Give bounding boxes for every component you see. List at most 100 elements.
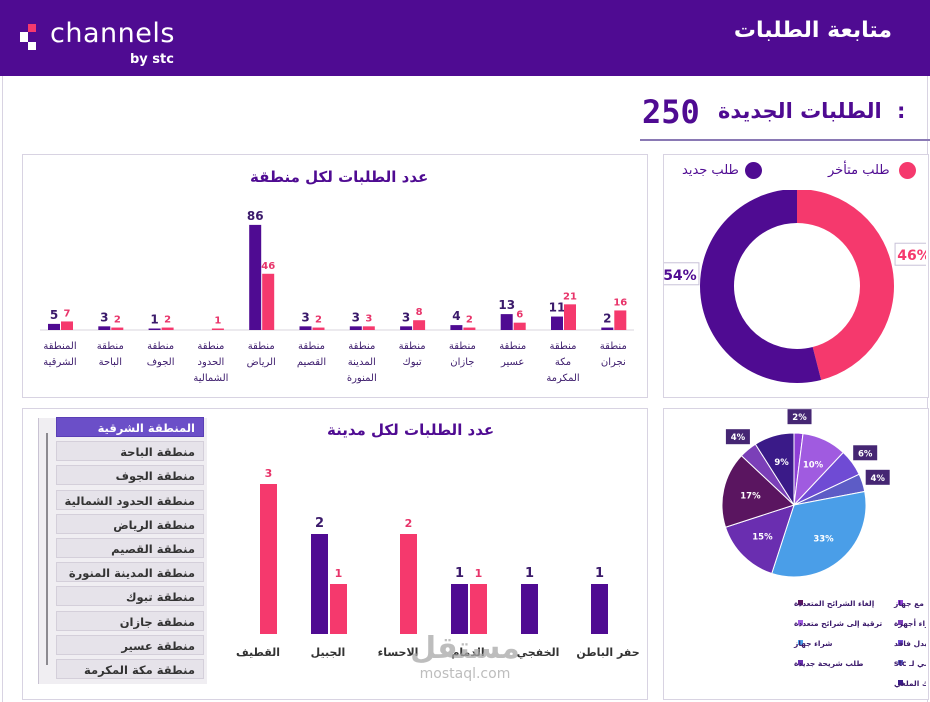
region-tick-label: عسير — [500, 357, 524, 368]
city-chart-title: عدد الطلبات لكل مدينة — [327, 421, 495, 439]
bar-value-label: 2 — [114, 315, 121, 326]
donut-percent-label: 46% — [897, 248, 926, 264]
pie-legend-label: نقل رقمي لـ stc — [894, 659, 926, 668]
page-title: متابعة الطلبات — [733, 18, 892, 43]
bar-value-label: 7 — [64, 308, 71, 319]
donut-slice-late — [796, 190, 894, 380]
donut-label-box — [894, 242, 926, 266]
region-tick-label: الباحة — [99, 357, 122, 368]
pie-label-box — [787, 409, 812, 425]
slicer-item[interactable]: منطقة مكة المكرمة — [56, 659, 204, 679]
bar-value-label: 3 — [365, 313, 372, 324]
slicer-scrollbar[interactable] — [46, 433, 48, 665]
region-tick-label: منطقة — [147, 341, 174, 352]
pie-legend-swatch — [898, 680, 903, 685]
pie-legend-label: شراء أجهزة — [894, 618, 926, 628]
pie-legend-swatch — [898, 660, 903, 665]
city-bar-value-label: 1 — [475, 567, 483, 580]
pie-slice — [721, 455, 795, 528]
pie-legend-swatch — [898, 640, 903, 645]
bar-late — [61, 321, 73, 330]
slicer-item[interactable]: منطقة جازان — [56, 610, 204, 631]
bar-value-label: 2 — [315, 315, 322, 326]
bar-value-label: 3 — [352, 310, 360, 324]
pie-percent-label: 33% — [813, 534, 834, 544]
slicer-item[interactable]: منطقة الحدود الشمالية — [56, 489, 204, 510]
region-tick-label: منطقة — [348, 341, 375, 352]
region-tick-label: منطقة — [248, 341, 275, 352]
region-tick-label: جازان — [450, 357, 474, 368]
bar-late — [614, 310, 627, 330]
city-tick-label: الاحساء — [378, 646, 419, 659]
slicer-item[interactable]: منطقة الرياض — [56, 513, 204, 534]
slicer-item[interactable]: منطقة تبوك — [56, 586, 204, 607]
region-tick-label: الرياض — [247, 357, 276, 368]
new-legend-label: طلب جديد — [682, 163, 739, 178]
pie-percent-label: 4% — [731, 433, 746, 443]
bar-value-label: 6 — [516, 310, 523, 321]
region-tick-label: منطقة — [399, 341, 426, 352]
bar-value-label: 3 — [301, 310, 309, 324]
region-chart-panel — [22, 154, 648, 398]
bar-new — [500, 314, 513, 330]
city-bar-new — [591, 584, 608, 634]
slicer-item[interactable]: المنطقة الشرقية — [56, 417, 204, 437]
bar-late — [463, 327, 476, 330]
pie-label-box — [865, 469, 890, 485]
slicer-item[interactable]: منطقة القصيم — [56, 538, 204, 558]
donut-label-box — [664, 262, 700, 286]
bar-new — [349, 326, 362, 330]
pie-legend-label: اعادة اصدار لرقمك الملغي — [894, 679, 926, 688]
city-bar-late — [260, 484, 277, 634]
city-tick-label: القطيف — [236, 646, 280, 659]
bar-value-label: 86 — [247, 209, 264, 223]
pie-legend-label: طلب شريحة بدل فاقد — [894, 639, 926, 648]
new-requests-label: الطلبات الجديدة — [718, 99, 882, 123]
pie-percent-label: 17% — [740, 491, 761, 501]
frame-left — [2, 76, 3, 702]
slicer-item[interactable]: منطقة عسير — [56, 634, 204, 655]
bar-value-label: 1 — [214, 316, 221, 327]
new-legend-dot — [745, 162, 762, 179]
pie-percent-label: 15% — [752, 533, 773, 543]
bar-new — [400, 326, 413, 330]
bar-value-label: 21 — [563, 291, 577, 302]
city-bar-value-label: 1 — [455, 566, 464, 581]
city-bar-late — [470, 584, 487, 634]
request-type-pie-chart: 2% 10% 6% 4% 33% 15% 17% 4% 9% باقة شريحة بيانات … — [721, 409, 926, 688]
city-bar-value-label: 1 — [335, 567, 343, 580]
pie-label-box — [725, 429, 750, 445]
city-bar-new — [311, 534, 328, 634]
bar-new — [98, 326, 111, 330]
slicer-item[interactable]: منطقة الجوف — [56, 465, 204, 486]
bar-value-label: 1 — [150, 313, 158, 327]
bar-new — [249, 224, 262, 330]
bar-value-label: 46 — [261, 261, 275, 272]
pie-legend-swatch — [798, 600, 803, 605]
city-bar-value-label: 1 — [525, 566, 534, 581]
header-bar: channels by stc متابعة الطلبات — [0, 0, 930, 76]
bar-late — [362, 326, 375, 330]
region-tick-label: منطقة — [197, 341, 224, 352]
region-tick-label: الشمالية — [193, 373, 228, 384]
region-tick-label: القصيم — [297, 357, 326, 368]
watermark-en: mostaql.com — [419, 666, 511, 682]
region-tick-label: تبوك — [402, 357, 421, 368]
pie-percent-label: 6% — [858, 449, 873, 459]
slicer-item[interactable]: منطقة المدينة المنورة — [56, 562, 204, 583]
new-requests-colon: : — [897, 99, 906, 123]
late-legend-dot — [899, 162, 916, 179]
bar-new — [551, 316, 563, 330]
bar-value-label: 13 — [498, 298, 515, 312]
pie-percent-label: 2% — [792, 413, 807, 423]
city-bar-late — [330, 584, 347, 634]
pie-legend-swatch — [798, 640, 803, 645]
region-tick-label: نجران — [601, 357, 626, 368]
city-bar-value-label: 1 — [595, 566, 604, 581]
region-tick-label: المنطقة — [43, 341, 76, 352]
pie-slice — [771, 490, 867, 578]
region-tick-label: منطقة — [550, 341, 577, 352]
pie-legend-label: باقة شريحة بيانات مع جهاز — [893, 599, 926, 608]
pie-legend-label: شراء جهاز — [793, 639, 833, 648]
slicer-item[interactable]: منطقة الباحة — [56, 441, 204, 462]
